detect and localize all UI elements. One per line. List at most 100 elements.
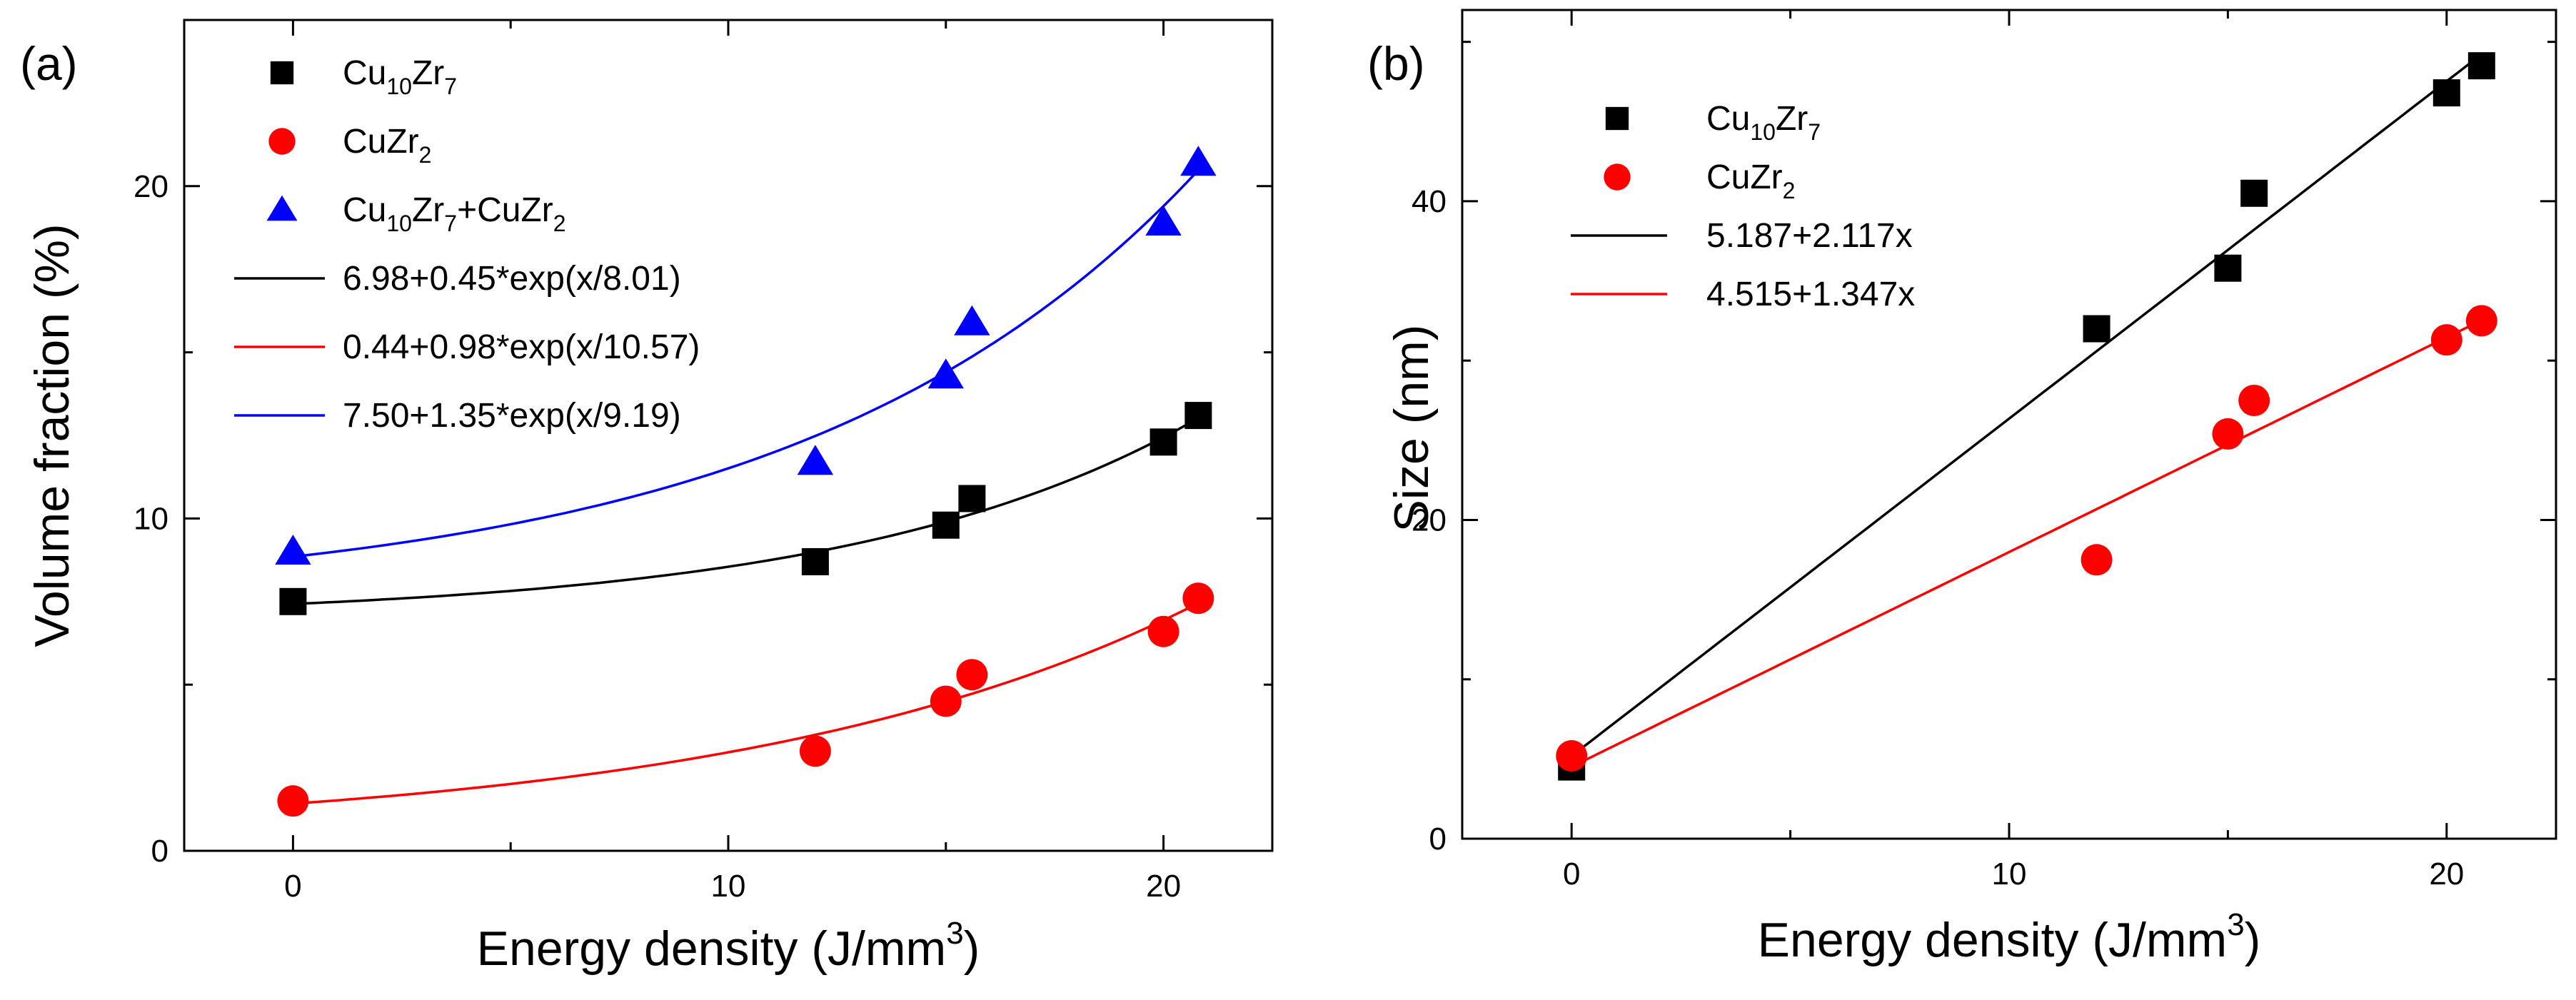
legend-label-sub: 7	[444, 211, 457, 236]
x-tick-label: 0	[1563, 857, 1580, 892]
data-point	[2430, 324, 2462, 356]
data-point	[958, 485, 986, 512]
fit-curve-2	[293, 602, 1199, 805]
y-tick-label: 10	[134, 501, 168, 536]
legend-label: CuZr2	[343, 123, 431, 168]
legend-fit-label: 6.98+0.45*exp(x/8.01)	[343, 260, 681, 298]
x-tick-label: 10	[1992, 857, 2027, 892]
chart-panel-a: 0 10 20 0 10 20 Energy density (J/mm3) Volume f…	[20, 19, 1274, 976]
y-tick-label: 40	[1412, 184, 1447, 219]
legend-label-part: CuZr	[1706, 158, 1783, 196]
legend-label-sub: 10	[1750, 119, 1776, 145]
legend-marker	[268, 128, 296, 155]
data-point	[2238, 385, 2270, 417]
legend-fit-label: 7.50+1.35*exp(x/9.19)	[343, 397, 681, 435]
legend-label-sub: 2	[419, 142, 432, 168]
data-point	[932, 511, 960, 539]
fit-curve-1	[293, 417, 1199, 605]
x-axis-title-main: Energy density (J/mm	[477, 921, 947, 976]
data-point	[927, 358, 964, 389]
data-point	[930, 685, 962, 717]
legend-label: Cu10Zr7	[1706, 100, 1821, 145]
series-Cu10Zr7+CuZr2	[275, 146, 1217, 565]
legend-label: CuZr2	[1706, 158, 1795, 203]
data-point	[1556, 739, 1588, 772]
fit-curve-1	[1571, 53, 2482, 757]
series-Cu10Zr7	[279, 402, 1212, 615]
data-point	[2465, 305, 2497, 337]
x-axis-title: Energy density (J/mm3)	[477, 916, 980, 976]
panel-label: (a)	[20, 37, 78, 90]
data-point	[2467, 52, 2495, 80]
data-point	[1184, 402, 1212, 430]
x-axis-title-sup: 3	[2227, 907, 2244, 942]
legend-label-part: Cu	[343, 54, 386, 92]
y-tick-label: 20	[1412, 502, 1447, 537]
fit-curve-3	[293, 169, 1199, 558]
y-tick-label: 0	[151, 834, 168, 869]
legend-label-part: Cu	[1706, 100, 1750, 138]
y-tick-label: 0	[1429, 822, 1447, 857]
x-tick-label: 10	[711, 869, 746, 904]
data-point	[801, 547, 829, 575]
data-point	[1145, 206, 1182, 236]
data-point	[2083, 315, 2110, 343]
data-point	[1180, 146, 1217, 176]
legend-label-sub: 7	[444, 74, 457, 99]
data-point	[2432, 79, 2460, 107]
data-point	[2240, 179, 2268, 207]
y-tick-label: 20	[134, 169, 168, 204]
x-tick-label: 20	[1146, 869, 1181, 904]
legend-marker	[1605, 106, 1629, 131]
legend-fit-label: 5.187+2.117x	[1706, 217, 1913, 255]
data-point	[2081, 544, 2113, 576]
data-point	[1147, 615, 1179, 647]
x-axis-title-main: Energy density (J/mm	[1758, 913, 2228, 967]
legend-label: Cu10Zr7	[343, 54, 457, 99]
data-point	[797, 445, 834, 475]
chart-panel-b: 0 10 20 0 20 40 Energy density (J/mm3) Size (nm…	[1367, 9, 2557, 967]
fit-curve-2	[1571, 319, 2482, 768]
legend-label: Cu10Zr7+CuZr2	[343, 191, 566, 236]
legend: Cu10Zr7CuZr2Cu10Zr7+CuZr26.98+0.45*exp(x…	[234, 54, 700, 435]
legend-label-sub: 2	[1783, 178, 1796, 203]
y-axis-title: Volume fraction (%)	[25, 223, 79, 647]
series-CuZr2	[1556, 305, 2497, 772]
data-point	[1182, 582, 1214, 615]
data-point	[279, 587, 307, 615]
legend-marker	[270, 61, 294, 85]
legend-label-part: Zr	[412, 54, 444, 92]
data-point	[277, 785, 309, 817]
data-point	[956, 659, 988, 691]
data-point	[275, 534, 311, 565]
x-tick-label: 0	[284, 869, 301, 904]
data-point	[1149, 428, 1177, 456]
legend-marker	[266, 195, 298, 221]
legend-label-sub: 7	[1808, 119, 1821, 145]
x-axis-title: Energy density (J/mm3)	[1758, 907, 2261, 967]
legend-fit-label: 4.515+1.347x	[1706, 276, 1915, 313]
legend-label-part: CuZr	[343, 123, 419, 161]
data-point	[2212, 418, 2244, 450]
panel-label: (b)	[1367, 37, 1425, 90]
x-axis-title-sup: 3	[946, 916, 963, 951]
legend-label-part: Zr	[412, 191, 444, 229]
legend-label-sub: 2	[553, 211, 566, 236]
data-point	[954, 305, 990, 335]
data-point	[2214, 254, 2242, 282]
x-tick-label: 20	[2429, 857, 2464, 892]
legend-label-part: Cu	[343, 191, 386, 229]
legend-label-sub: 10	[386, 211, 412, 236]
legend-label-part: Zr	[1776, 100, 1808, 138]
legend-label-part: +CuZr	[457, 191, 553, 229]
y-axis-title: Size (nm)	[1384, 325, 1439, 532]
x-axis-title-end: )	[964, 921, 980, 976]
data-point	[799, 735, 831, 767]
legend-label-sub: 10	[386, 74, 412, 99]
x-axis-title-end: )	[2245, 913, 2261, 967]
legend-fit-label: 0.44+0.98*exp(x/10.57)	[343, 328, 700, 366]
series-CuZr2	[277, 582, 1214, 817]
legend-marker	[1604, 163, 1631, 191]
